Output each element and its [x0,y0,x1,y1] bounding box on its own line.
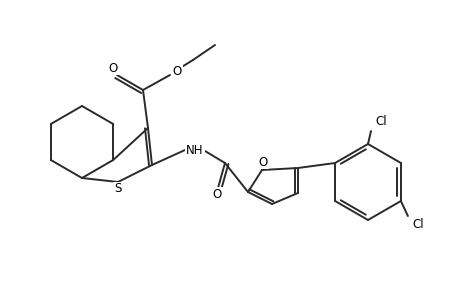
Text: O: O [172,64,181,77]
Text: Cl: Cl [374,115,386,128]
Text: O: O [212,188,221,200]
Text: NH: NH [186,143,203,157]
Text: O: O [108,61,118,74]
Text: O: O [258,155,267,169]
Text: Cl: Cl [411,218,423,230]
Text: S: S [114,182,122,196]
